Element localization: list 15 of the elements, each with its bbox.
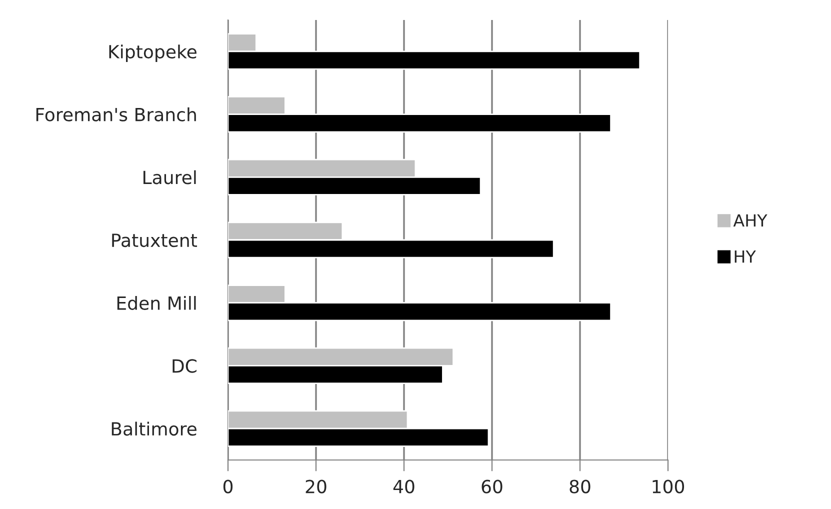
y-tick-label: Laurel	[144, 170, 196, 184]
x-tick-label: 80	[570, 480, 590, 494]
x-tick-label: 40	[393, 480, 414, 494]
x-tick-label: 100	[652, 480, 684, 494]
legend-label: HY	[734, 250, 756, 263]
x-tick-label: 60	[482, 480, 502, 494]
x-tick-label: 0	[223, 480, 233, 494]
legend-label: AHY	[733, 214, 768, 227]
x-tick-label: 20	[306, 480, 326, 494]
y-tick-label: Patuxtent	[112, 234, 198, 248]
y-tick-label: Foreman's Branch	[36, 107, 196, 122]
y-tick-label: Eden Mill	[117, 296, 196, 310]
y-tick-label: DC	[172, 359, 196, 373]
y-tick-label: Baltimore	[112, 422, 196, 436]
y-tick-label: Kiptopeke	[109, 44, 196, 62]
